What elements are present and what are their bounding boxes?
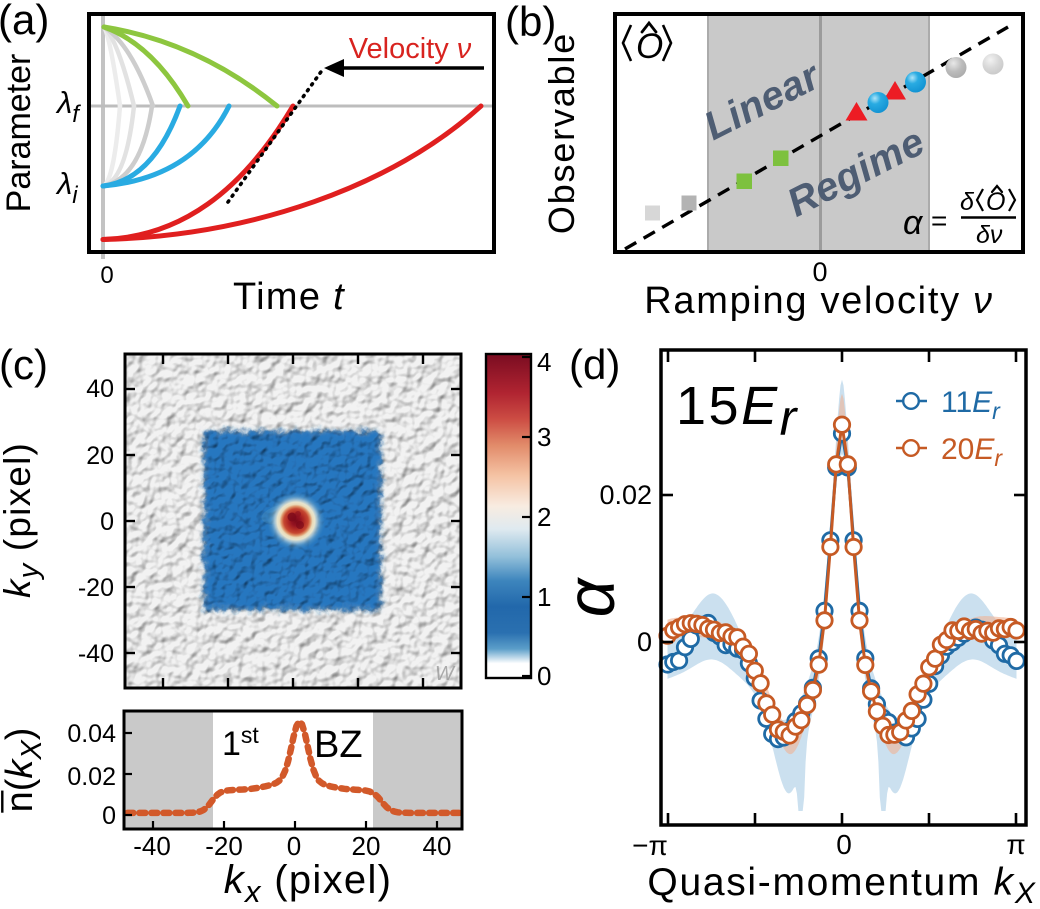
svg-text:4: 4 [537,347,551,377]
svg-text:1st: 1st [222,722,259,763]
svg-text:δ: δ [960,188,975,216]
svg-text:2: 2 [537,502,551,532]
svg-text:Parameter: Parameter [0,54,38,213]
svg-text:(c): (c) [0,341,48,388]
svg-text:O: O [636,27,663,66]
svg-text:11Er: 11Er [941,386,1001,424]
svg-text:n̅(kX): n̅(kX) [0,728,48,814]
svg-text:20: 20 [86,442,114,470]
svg-text:(d): (d) [569,341,620,388]
svg-text:(b): (b) [505,0,556,45]
svg-text:=: = [931,205,947,236]
svg-text:40: 40 [423,831,452,861]
svg-text:kx (pixel): kx (pixel) [224,858,393,909]
svg-text:-20: -20 [205,831,243,861]
svg-text:3: 3 [537,422,551,452]
svg-text:Quasi-momentum kX: Quasi-momentum kX [647,861,1036,909]
svg-text:ky (pixel): ky (pixel) [0,442,45,598]
svg-text:0: 0 [287,831,301,861]
svg-text:−π: −π [632,830,668,861]
svg-text:BZ: BZ [314,724,363,766]
svg-text:-40: -40 [78,640,114,668]
svg-text:20: 20 [352,831,381,861]
svg-text:0: 0 [100,508,114,536]
svg-text:Ramping velocity ν: Ramping velocity ν [644,280,994,322]
svg-text:Velocity ν: Velocity ν [349,33,472,65]
svg-text:O: O [986,188,1005,216]
svg-text:20Er: 20Er [941,433,1003,471]
svg-text:0: 0 [637,627,652,657]
svg-text:15Er: 15Er [676,376,799,446]
svg-text:0.02: 0.02 [599,480,652,510]
svg-text:0: 0 [100,262,113,289]
svg-text:π: π [1006,829,1025,860]
svg-text:Time t: Time t [233,276,345,318]
svg-text:(a): (a) [0,0,49,43]
svg-text:0: 0 [537,661,551,691]
svg-text:W: W [435,663,456,685]
svg-text:-40: -40 [133,831,171,861]
svg-text:δν: δν [976,221,1003,249]
svg-text:0: 0 [102,802,116,830]
svg-text:α: α [903,204,924,242]
svg-text:1: 1 [537,582,551,612]
svg-text:0: 0 [812,257,827,287]
svg-text:Observable: Observable [541,32,582,234]
svg-text:0.02: 0.02 [67,763,116,791]
svg-text:40: 40 [86,375,114,403]
svg-text:0: 0 [836,829,852,860]
svg-text:0.04: 0.04 [67,720,116,748]
svg-text:α: α [553,576,629,617]
svg-text:-20: -20 [78,574,114,602]
